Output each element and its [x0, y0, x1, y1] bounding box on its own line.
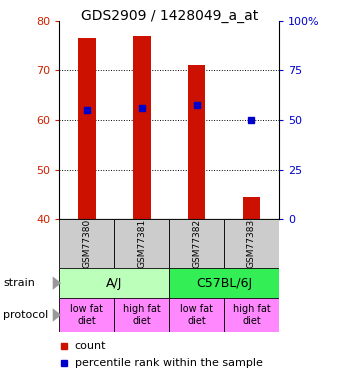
Text: GSM77381: GSM77381: [137, 219, 146, 268]
Text: percentile rank within the sample: percentile rank within the sample: [75, 358, 263, 368]
Bar: [59, 298, 114, 332]
Bar: [78, 38, 96, 219]
Text: low fat
diet: low fat diet: [70, 304, 103, 326]
Bar: [243, 197, 260, 219]
Polygon shape: [53, 276, 61, 290]
Bar: [114, 219, 169, 268]
Text: GSM77380: GSM77380: [82, 219, 91, 268]
Bar: [224, 298, 279, 332]
Text: high fat
diet: high fat diet: [233, 304, 270, 326]
Bar: [114, 298, 169, 332]
Text: high fat
diet: high fat diet: [123, 304, 160, 326]
Text: GSM77383: GSM77383: [247, 219, 256, 268]
Bar: [224, 219, 279, 268]
Text: low fat
diet: low fat diet: [180, 304, 213, 326]
Text: GDS2909 / 1428049_a_at: GDS2909 / 1428049_a_at: [81, 9, 259, 23]
Text: protocol: protocol: [3, 310, 49, 320]
Bar: [59, 268, 169, 298]
Text: A/J: A/J: [106, 277, 122, 290]
Bar: [188, 65, 205, 219]
Bar: [59, 219, 114, 268]
Text: GSM77382: GSM77382: [192, 219, 201, 268]
Bar: [169, 219, 224, 268]
Polygon shape: [53, 308, 61, 322]
Text: C57BL/6J: C57BL/6J: [196, 277, 252, 290]
Text: strain: strain: [3, 278, 35, 288]
Bar: [169, 268, 279, 298]
Text: count: count: [75, 340, 106, 351]
Bar: [133, 36, 151, 219]
Bar: [169, 298, 224, 332]
